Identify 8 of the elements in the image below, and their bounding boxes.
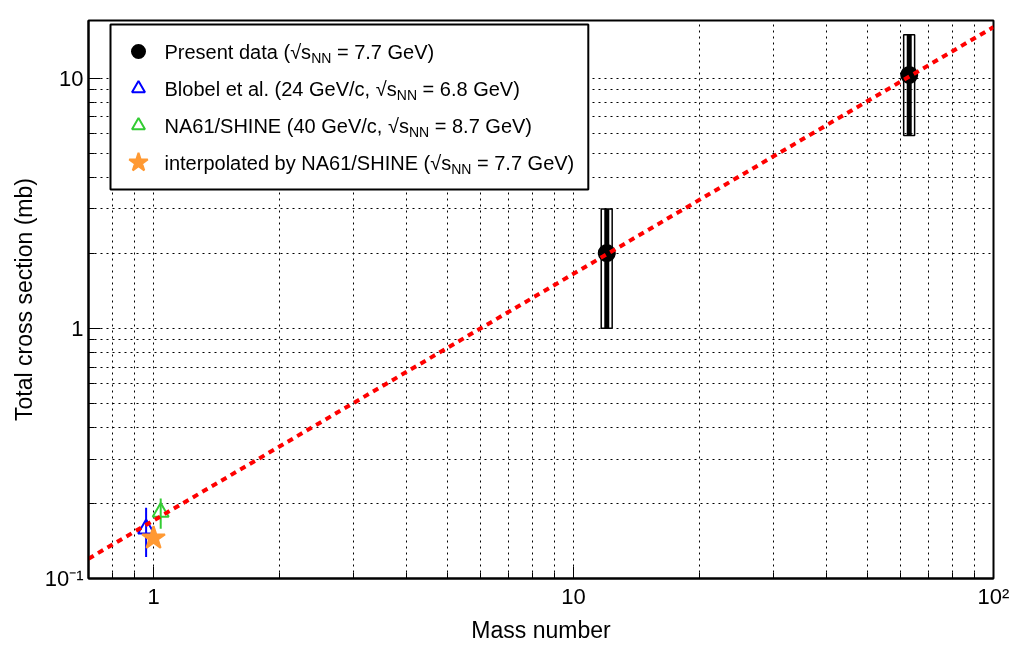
- y-tick-label: 1: [71, 315, 84, 341]
- y-axis-title: Total cross section (mb): [10, 178, 37, 421]
- x-axis-title: Mass number: [471, 616, 611, 643]
- y-tick-label: 10⁻¹: [44, 566, 84, 591]
- x-tick-label: 10: [561, 583, 586, 609]
- y-tick-label: 10: [59, 65, 84, 91]
- x-tick-label: 10²: [977, 583, 1010, 609]
- x-tick-label: 1: [147, 583, 160, 609]
